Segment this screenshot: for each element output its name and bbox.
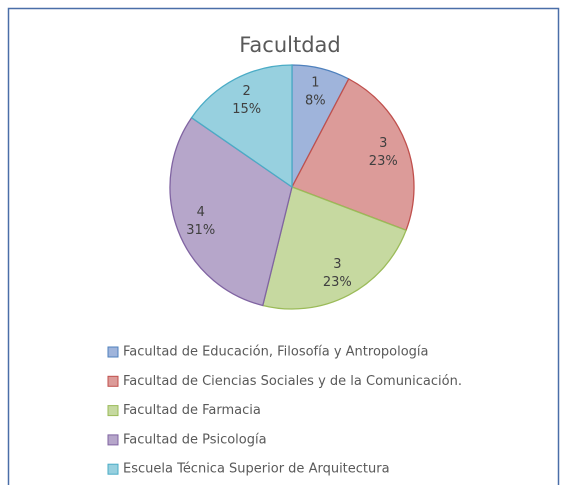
legend-label: Facultad de Farmacia [123, 403, 261, 418]
data-label-count: 2 [243, 84, 251, 99]
legend-label: Facultad de Psicología [123, 432, 267, 447]
legend-label: Facultad de Ciencias Sociales y de la Co… [123, 374, 462, 389]
data-label-count: 3 [379, 136, 387, 151]
data-label-percent: 8% [305, 94, 326, 109]
legend-label: Facultad de Educación, Filosofía y Antro… [123, 345, 429, 360]
legend-label: Escuela Técnica Superior de Arquitectura [123, 462, 390, 477]
data-label-count: 4 [197, 205, 205, 220]
data-label-percent: 23% [323, 275, 352, 290]
legend-swatch [107, 463, 119, 475]
data-label-count: 3 [333, 257, 341, 272]
data-label-percent: 15% [232, 102, 261, 117]
legend-swatch [107, 405, 119, 417]
data-label-percent: 23% [369, 154, 398, 169]
data-label-count: 1 [311, 76, 319, 91]
pie-slice [190, 64, 293, 189]
legend-swatch [107, 375, 119, 387]
pie-slice [262, 186, 407, 310]
data-label-percent: 31% [186, 223, 215, 238]
legend-swatch [107, 434, 119, 446]
legend-swatch [107, 346, 119, 358]
pie-slice [169, 116, 293, 307]
chart-title: Facultdad [239, 33, 340, 57]
pie-slice [291, 78, 415, 232]
